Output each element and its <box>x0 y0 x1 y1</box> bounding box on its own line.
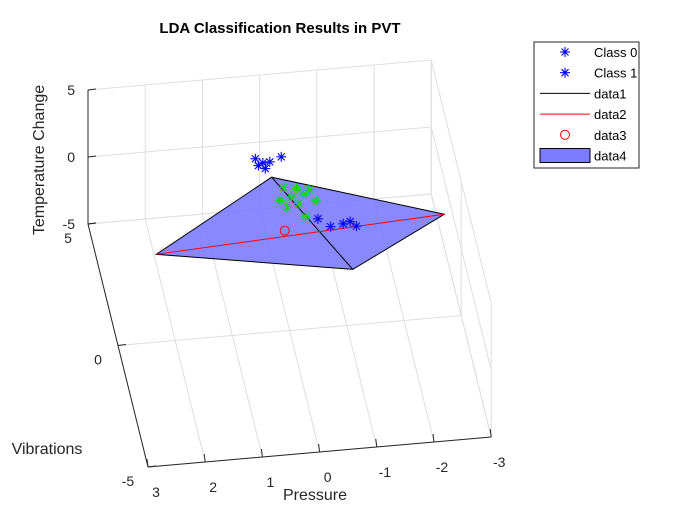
x-tick-label: 2 <box>209 479 217 495</box>
x-tick-mark <box>203 453 206 463</box>
class-1-point <box>298 189 309 200</box>
x-tick-mark <box>375 438 378 448</box>
legend-label: data1 <box>594 86 627 101</box>
z-tick-mark <box>87 222 97 225</box>
legend-label: data4 <box>594 149 627 164</box>
grid-line <box>430 59 492 304</box>
x-axis-label: Pressure <box>283 487 347 504</box>
z-tick-label: 5 <box>67 82 75 98</box>
y-tick-label: -5 <box>122 473 135 489</box>
x-tick-label: 0 <box>324 469 332 485</box>
z-tick-label: 0 <box>67 149 75 165</box>
legend-marker-circle <box>560 129 570 140</box>
legend-label: Class 1 <box>594 66 637 81</box>
x-tick-mark <box>432 433 435 443</box>
class-0-point <box>264 156 275 167</box>
x-tick-mark <box>489 428 492 438</box>
class-0-point <box>351 221 362 232</box>
x-tick-mark <box>260 448 263 458</box>
grid-line <box>430 126 492 371</box>
class-0-point <box>260 163 271 174</box>
x-tick-mark <box>318 443 321 453</box>
legend-label: Class 0 <box>594 45 637 60</box>
y-axis-label: Vibrations <box>12 441 83 458</box>
class-1-point <box>293 198 304 209</box>
legend-label: data2 <box>594 107 627 122</box>
data3-marker <box>279 225 290 236</box>
legend-label: data3 <box>594 128 627 143</box>
data1-line <box>271 176 354 270</box>
z-tick-label: -5 <box>63 216 76 232</box>
x-tick-label: 3 <box>152 484 160 500</box>
x-tick-label: -1 <box>379 464 392 480</box>
x-tick-mark <box>146 458 149 468</box>
z-axis-label: Temperature Change <box>31 85 48 235</box>
grid-line <box>117 315 462 346</box>
x-tick-label: 1 <box>267 474 275 490</box>
class-0-point <box>325 221 336 232</box>
grid-line <box>87 126 432 158</box>
data-layer <box>154 151 446 270</box>
legend-marker-patch <box>539 148 591 163</box>
class-0-point <box>338 218 349 229</box>
class-1-point <box>281 202 292 213</box>
class-0-point <box>312 213 323 224</box>
class-1-point <box>275 195 285 206</box>
class-1-point <box>311 195 322 206</box>
class-0-point <box>345 216 356 227</box>
class-0-point <box>276 151 287 162</box>
axes-layer <box>87 88 492 468</box>
class-1-point <box>300 211 311 222</box>
y-tick-mark <box>117 344 127 346</box>
class-1-point <box>278 182 289 193</box>
z-tick-mark <box>87 155 97 158</box>
legend-box <box>533 41 640 169</box>
data2-line <box>156 213 445 255</box>
x-tick-label: -2 <box>436 459 449 475</box>
legend-marker-asterisk <box>560 67 570 78</box>
legend: Class 0 Class 1 data1 data2 data3 data4 <box>533 41 640 169</box>
class-1-point <box>304 184 315 195</box>
z-tick-mark <box>87 88 97 91</box>
x-tick-label: -3 <box>493 454 506 470</box>
legend-marker-asterisk <box>560 47 570 57</box>
y-tick-mark <box>147 465 157 468</box>
grid-line <box>87 59 432 91</box>
class-1-point <box>286 191 297 202</box>
y-tick-label: 5 <box>64 230 72 246</box>
y-tick-label: 0 <box>94 352 102 368</box>
chart-title: LDA Classification Results in PVT <box>159 20 400 37</box>
class-1-point <box>291 183 302 194</box>
tick-labels: 3 2 1 0 -1 -2 -3-505-505 <box>63 82 506 500</box>
